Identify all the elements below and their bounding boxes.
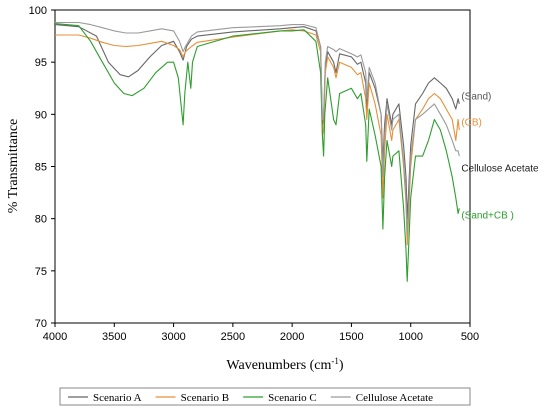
- y-tick-label: 85: [35, 162, 47, 174]
- legend-label: Scenario B: [181, 392, 230, 404]
- series-annotation: Cellulose Acetate: [461, 164, 539, 175]
- series-annotation: (Sand): [461, 92, 491, 103]
- y-tick-label: 70: [35, 318, 47, 330]
- series-lines: [54, 21, 460, 282]
- x-tick-label: 4000: [43, 331, 67, 343]
- x-tick-label: 2500: [221, 331, 245, 343]
- x-axis-title: Wavenumbers (cm-1): [226, 356, 344, 373]
- series-line-scenario-c: [54, 23, 460, 282]
- legend-label: Scenario C: [268, 392, 317, 404]
- legend-label: Cellulose Acetate: [356, 392, 433, 404]
- legend: Scenario A Scenario B Scenario C Cellulose …: [59, 387, 471, 406]
- series-line-scenario-a: [54, 24, 460, 220]
- series-line-cellulose-acetate: [55, 21, 460, 235]
- y-tick-label: 100: [29, 5, 47, 17]
- x-tick-label: 3500: [102, 331, 126, 343]
- legend-box: [59, 387, 471, 406]
- x-tick-label: 500: [461, 331, 479, 343]
- y-tick-label: 95: [35, 57, 47, 69]
- x-tick-label: 2000: [280, 331, 304, 343]
- x-tick-label: 1000: [398, 331, 422, 343]
- y-tick-label: 75: [35, 266, 47, 278]
- x-tick-label: 1500: [339, 331, 363, 343]
- series-annotation: (CB): [461, 118, 482, 129]
- series-line-scenario-b: [55, 29, 460, 246]
- series-annotation: (Sand+CB ): [461, 210, 514, 221]
- y-tick-label: 80: [35, 214, 47, 226]
- plot-axes: 4000 3500 3000 2500 2000 1500 1000 500 70 75 80 85 9…: [29, 5, 480, 343]
- series-annotations: (Sand) (CB) Cellulose Acetate (Sand+CB ): [461, 92, 539, 222]
- x-tick-label: 3000: [161, 331, 185, 343]
- y-tick-label: 90: [35, 109, 47, 121]
- y-axis-title: % Transmittance: [6, 119, 21, 214]
- legend-label: Scenario A: [93, 392, 142, 404]
